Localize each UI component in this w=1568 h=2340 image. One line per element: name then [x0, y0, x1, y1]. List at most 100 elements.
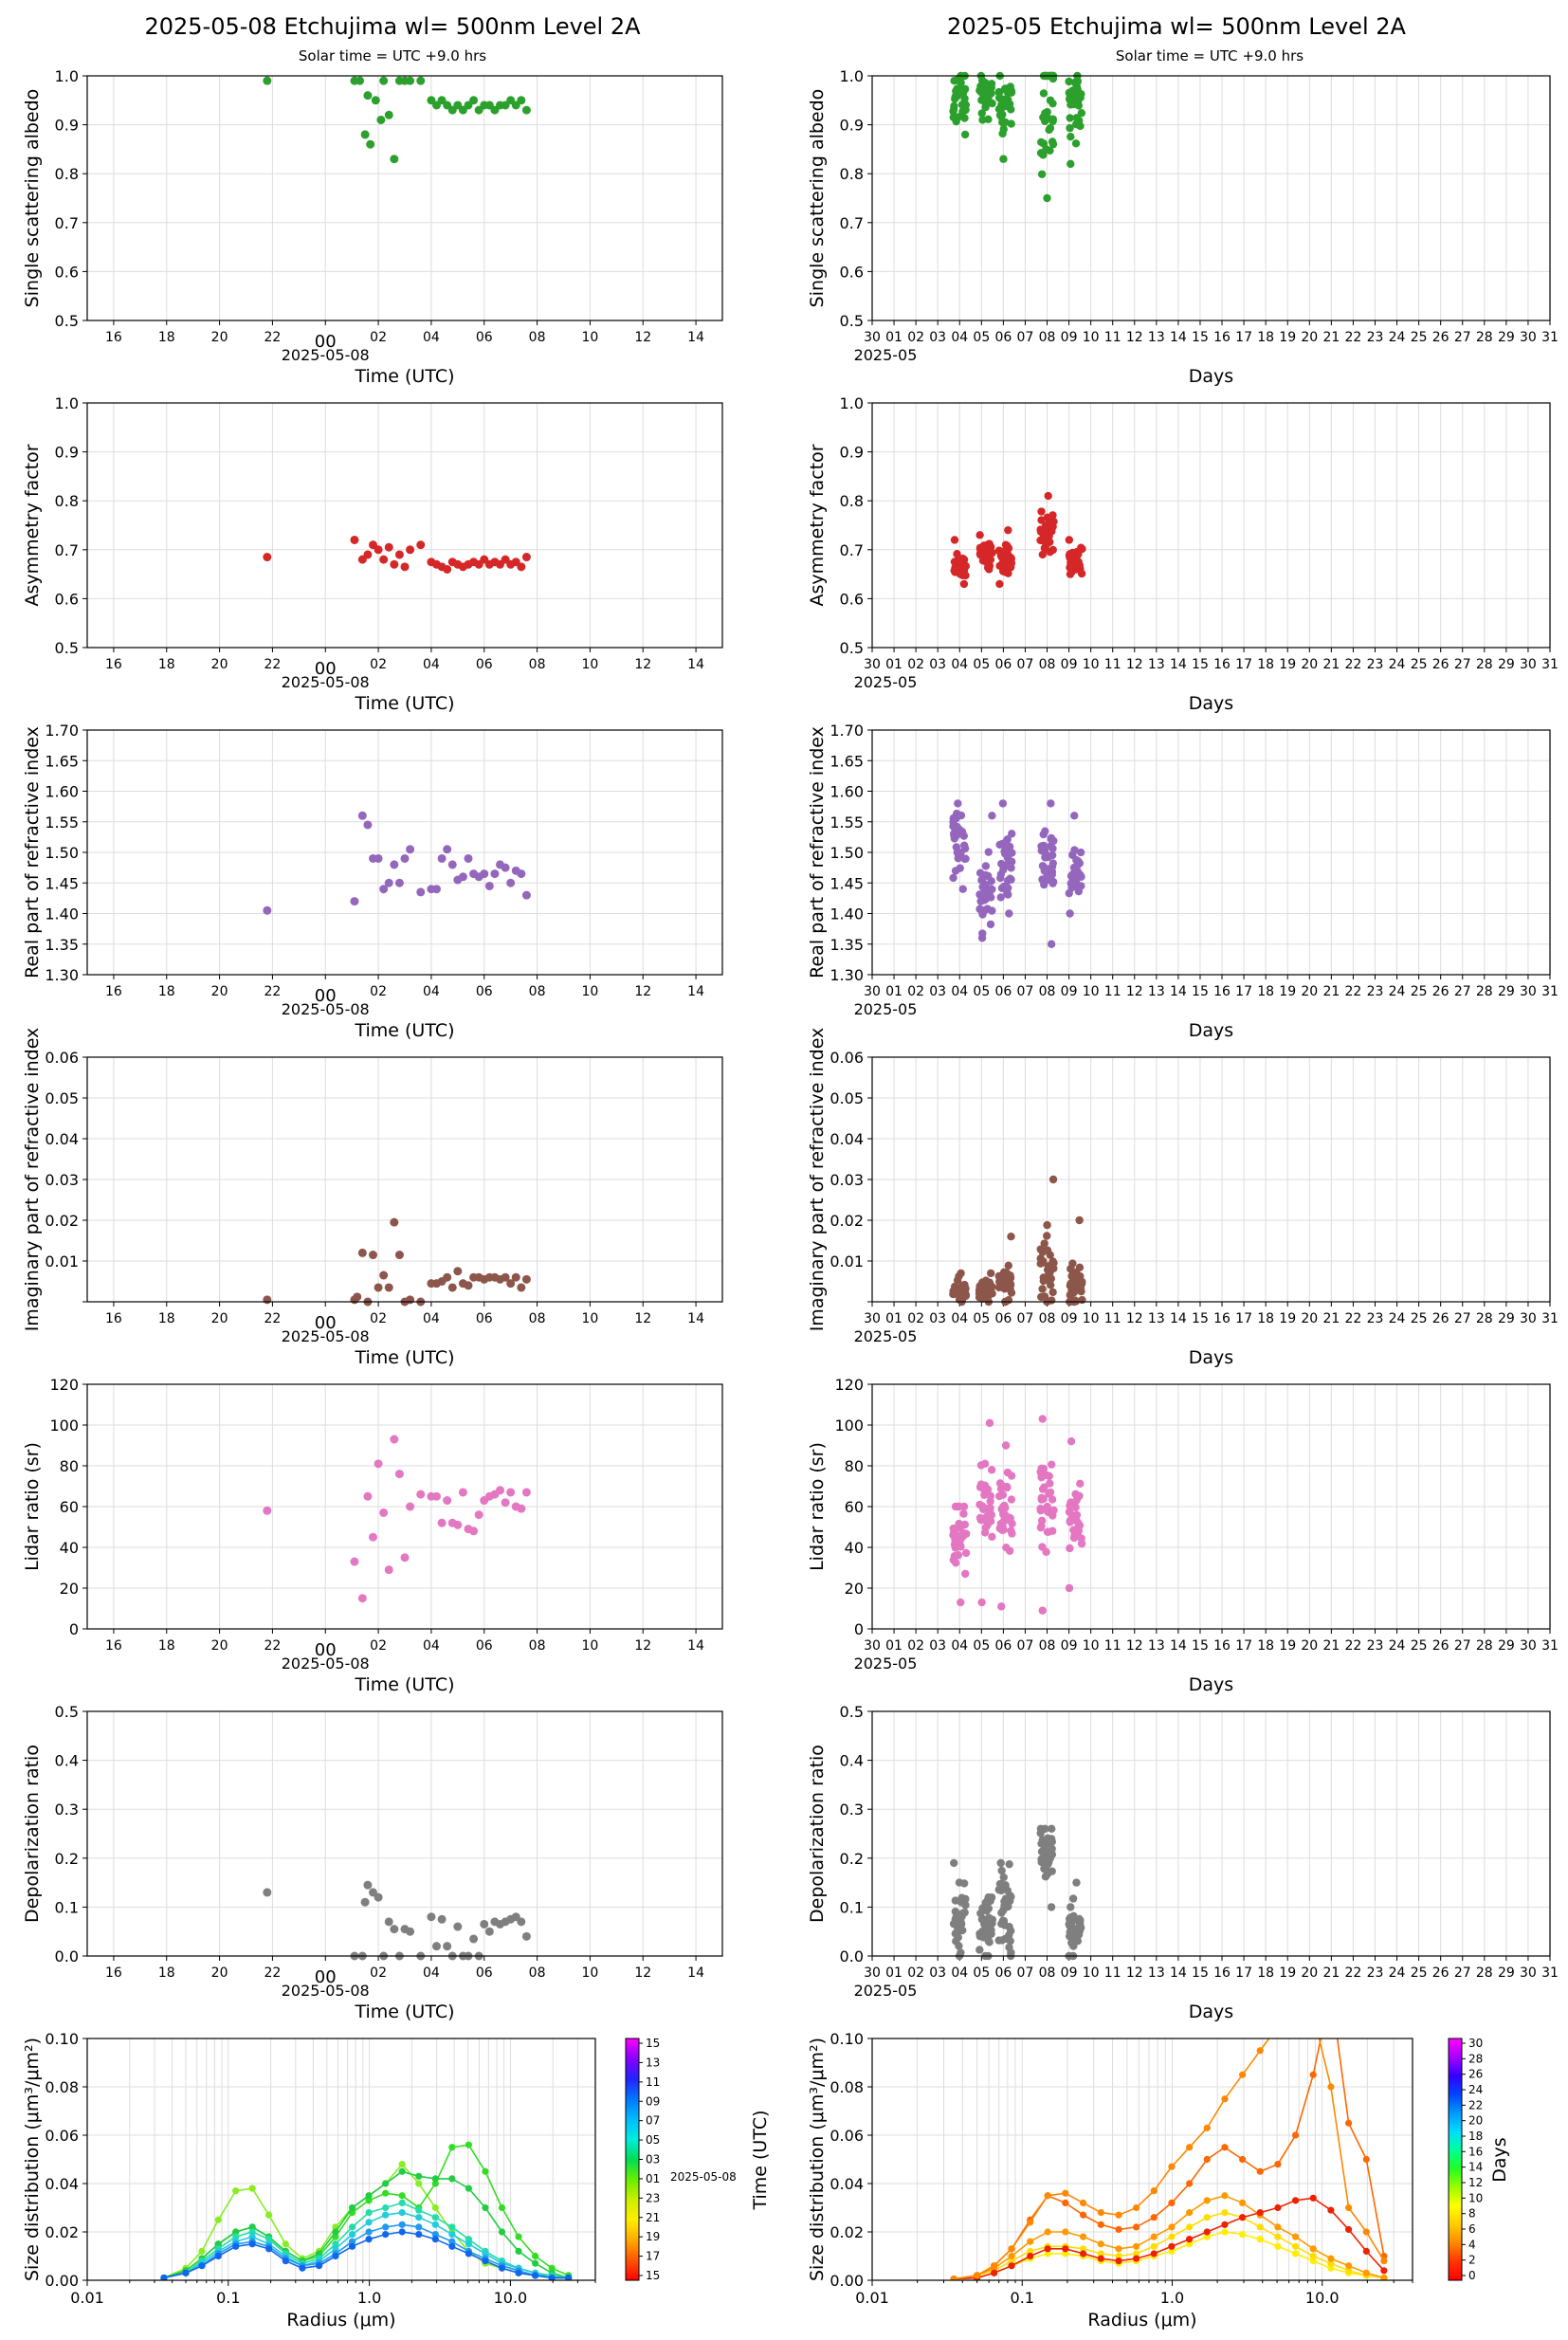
imag_monthly-xtick-label: 22: [1345, 1311, 1362, 1326]
lidar_daily-ytick-label: 60: [60, 1498, 79, 1516]
size_daily-series-point: [198, 2247, 206, 2255]
asym_daily-point: [406, 545, 415, 555]
lidar_daily-xtick-label: 16: [105, 1638, 122, 1654]
size_monthly-series-point: [1221, 2209, 1229, 2217]
ssa_monthly-point: [1001, 118, 1010, 127]
depol_monthly-xtick-label: 20: [1301, 1965, 1318, 1981]
lidar_monthly-point: [986, 1497, 994, 1506]
asym_monthly-point: [1048, 511, 1057, 520]
asym_monthly-point: [975, 531, 984, 539]
real_monthly-point: [997, 859, 1006, 868]
ssa_monthly-point: [982, 88, 991, 97]
size_daily-series-point: [498, 2203, 506, 2212]
imag_monthly-xtick-label: 24: [1389, 1311, 1406, 1326]
asym_monthly-ytick-label: 0.5: [840, 639, 864, 657]
imag_daily-point: [517, 1283, 526, 1292]
lidar_monthly-point: [954, 1502, 962, 1511]
depol_daily-point: [384, 1917, 393, 1927]
depol_monthly-point: [1007, 1927, 1015, 1935]
size_daily-series-point: [398, 2161, 406, 2168]
real_monthly-xtick-label: 02: [907, 984, 924, 999]
asym_daily-frame: [86, 402, 723, 649]
colorbar-monthly-tick-label: 16: [1468, 2145, 1483, 2158]
depol_daily-xtick-label: 02: [370, 1965, 387, 1981]
ssa_monthly-point: [977, 109, 986, 118]
ssa_daily-point: [363, 91, 373, 101]
imag_monthly-xtick-label: 25: [1411, 1311, 1428, 1326]
ssa_monthly-xtick-label: 21: [1322, 330, 1340, 345]
lidar_monthly-point: [1038, 1606, 1047, 1615]
lidar_monthly-point: [1067, 1437, 1076, 1446]
imag_daily-ytick-label: 0.02: [45, 1212, 79, 1230]
size_daily-series-point: [348, 2230, 356, 2239]
asym_monthly-xtick-label: 01: [885, 657, 903, 672]
real_daily-point: [357, 811, 367, 820]
lidar_daily-frame: [86, 1383, 723, 1630]
ssa_monthly-xtick-label: 09: [1061, 330, 1078, 345]
ssa_daily-point: [390, 155, 399, 164]
depol_monthly-point: [978, 1914, 987, 1924]
size_daily-ytick-label: 0.10: [45, 2030, 79, 2048]
real_daily-point: [464, 853, 473, 863]
lidar_monthly-xtick-label: 22: [1345, 1638, 1362, 1654]
lidar_monthly-xtick-label: 18: [1257, 1638, 1274, 1654]
size_daily-series-point: [398, 2228, 406, 2236]
size_monthly-series-point: [1044, 2192, 1051, 2200]
size_daily-series-point: [365, 2219, 373, 2226]
imag_daily-point: [390, 1217, 399, 1227]
size_monthly-series-point: [1309, 2194, 1317, 2202]
size_monthly-series-point: [1097, 2240, 1104, 2248]
size_daily-series-point: [482, 2167, 489, 2175]
size_monthly-series-point: [1309, 2258, 1317, 2265]
size_monthly-ytick-label: 0.08: [830, 2078, 864, 2096]
imag_daily-xtick-label: 16: [105, 1311, 122, 1326]
size_monthly-series-point: [1062, 2250, 1069, 2258]
lidar_monthly-xtick-label: 17: [1235, 1638, 1252, 1654]
size_daily-series-point: [214, 2216, 222, 2223]
size_daily-series-point: [431, 2221, 439, 2228]
ssa_monthly-point: [1066, 114, 1074, 122]
depol_monthly-point: [997, 1866, 1006, 1875]
depol_daily-ytick-label: 0.3: [55, 1801, 79, 1819]
right-subtitle: Solar time = UTC +9.0 hrs: [1116, 47, 1304, 64]
imag_monthly-point: [1047, 1296, 1056, 1305]
size_daily-series-point: [248, 2185, 256, 2192]
real_monthly-xtick-label: 12: [1126, 984, 1143, 999]
real_monthly-point: [999, 866, 1008, 874]
size_monthly-xtick-label: 0.01: [855, 2289, 889, 2307]
size_monthly-series-point: [1327, 2259, 1335, 2267]
size_daily-frame: [86, 2038, 596, 2281]
imag_monthly-xtick-label: 13: [1148, 1311, 1165, 1326]
real_monthly-point: [1047, 833, 1056, 843]
size_daily-series-point: [248, 2228, 256, 2236]
ssa_monthly-xtick-label: 06: [994, 330, 1012, 345]
ssa_monthly-point: [1073, 98, 1083, 107]
ssa_monthly-point: [999, 155, 1008, 163]
size_monthly-plot-area: [950, 2038, 1388, 2280]
size_daily-series-point: [382, 2203, 390, 2212]
imag_daily-xtick-label: 20: [211, 1311, 228, 1326]
imag_monthly-xtick-label: 21: [1322, 1311, 1340, 1326]
real_monthly-xtick-label: 23: [1367, 984, 1384, 999]
size_daily-series-point: [348, 2203, 356, 2212]
size_monthly-ylabel: Size distribution (μm³/μm²): [807, 2038, 828, 2281]
lidar_monthly-point: [980, 1490, 989, 1499]
asym_daily-point: [400, 562, 410, 572]
ssa_monthly-point: [1067, 101, 1075, 109]
lidar_daily-point: [400, 1553, 410, 1563]
ssa_monthly-point: [957, 84, 967, 93]
imag_monthly-point: [960, 1290, 970, 1299]
colorbar-daily-tick-label: 01: [646, 2172, 660, 2185]
asym_monthly-xtick-label: 12: [1126, 657, 1143, 672]
asym_monthly-point: [1076, 564, 1085, 574]
asym_daily-date-label: 2025-05-08: [282, 673, 370, 691]
real_monthly-xtick-label: 22: [1345, 984, 1362, 999]
ssa_monthly-xlabel: Days: [1189, 366, 1233, 387]
asym_monthly-ytick-label: 0.6: [840, 590, 864, 608]
size_daily-series-point: [232, 2187, 240, 2195]
